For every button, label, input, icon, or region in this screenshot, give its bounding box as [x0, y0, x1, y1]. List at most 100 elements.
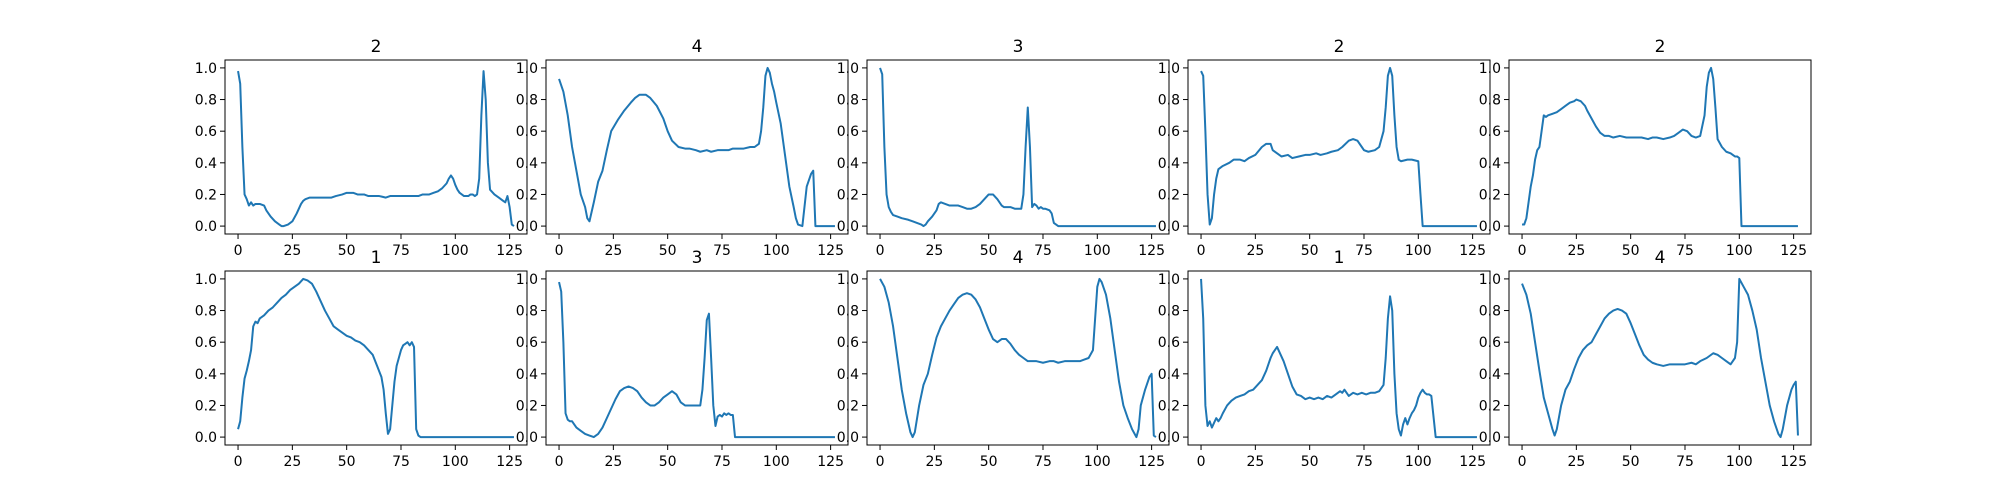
- subplot-title: 3: [1013, 37, 1024, 57]
- y-tick-label: 0.2: [195, 187, 217, 203]
- x-tick-label: 25: [283, 454, 301, 470]
- y-tick-label: 1.0: [837, 61, 859, 77]
- y-tick-label: 0.6: [516, 335, 538, 351]
- x-tick-label: 50: [1301, 454, 1319, 470]
- x-tick-label: 0: [1518, 454, 1527, 470]
- x-tick-label: 25: [604, 243, 622, 259]
- subplot-8: 0 25 50 75 100 125 0.0 0.2 0.4 0.6 0.8 1.0 4: [837, 248, 1170, 470]
- y-tick-label: 1.0: [1479, 272, 1501, 288]
- x-tick-label: 25: [1246, 243, 1264, 259]
- x-tick-label: 50: [338, 243, 356, 259]
- y-tick-label: 0.0: [516, 430, 538, 446]
- x-tick-label: 100: [1084, 243, 1111, 259]
- y-tick-label: 1.0: [516, 61, 538, 77]
- y-tick-label: 0.8: [195, 93, 217, 109]
- series-line: [558, 281, 835, 439]
- subplot-5: 0 25 50 75 100 125 0.0 0.2 0.4 0.6 0.8 1.0 2: [1479, 37, 1812, 259]
- y-tick-label: 0.8: [516, 93, 538, 109]
- subplot-6: 0 25 50 75 100 125 0.0 0.2 0.4 0.6 0.8 1.0 1: [195, 248, 528, 470]
- y-tick-label: 0.6: [1479, 124, 1501, 140]
- x-tick-label: 125: [1780, 454, 1807, 470]
- y-tick-label: 0.6: [195, 335, 217, 351]
- plot-frame: [866, 59, 1170, 235]
- plot-frame: [545, 270, 849, 446]
- subplot-title: 1: [1334, 248, 1345, 268]
- y-tick-label: 0.0: [1158, 219, 1180, 235]
- series-line: [558, 66, 835, 228]
- subplot-title: 4: [1655, 248, 1666, 268]
- y-tick-label: 0.0: [1479, 430, 1501, 446]
- plot-frame: [224, 270, 528, 446]
- x-tick-label: 100: [1405, 454, 1432, 470]
- x-tick-label: 25: [925, 243, 943, 259]
- y-tick-label: 0.2: [516, 398, 538, 414]
- x-tick-label: 125: [817, 454, 844, 470]
- x-tick-label: 0: [876, 454, 885, 470]
- y-tick-label: 0.2: [1158, 398, 1180, 414]
- x-tick-label: 0: [234, 243, 243, 259]
- x-tick-label: 0: [555, 454, 564, 470]
- x-tick-label: 125: [496, 243, 523, 259]
- y-tick-label: 0.4: [195, 156, 217, 172]
- y-tick-label: 0.6: [837, 124, 859, 140]
- y-tick-label: 0.0: [837, 219, 859, 235]
- y-tick-label: 0.6: [837, 335, 859, 351]
- x-tick-label: 75: [1355, 243, 1373, 259]
- subplot-10: 0 25 50 75 100 125 0.0 0.2 0.4 0.6 0.8 1.0 4: [1479, 248, 1812, 470]
- y-tick-label: 0.4: [837, 367, 859, 383]
- plot-frame: [1187, 270, 1491, 446]
- y-tick-label: 0.6: [1479, 335, 1501, 351]
- subplot-9: 0 25 50 75 100 125 0.0 0.2 0.4 0.6 0.8 1.0 1: [1158, 248, 1491, 470]
- y-tick-label: 0.0: [516, 219, 538, 235]
- y-tick-label: 0.0: [195, 219, 217, 235]
- y-tick-label: 1.0: [516, 272, 538, 288]
- y-tick-label: 0.0: [195, 430, 217, 446]
- y-tick-label: 0.6: [1158, 124, 1180, 140]
- y-tick-label: 0.8: [516, 304, 538, 320]
- subplot-title: 2: [371, 37, 382, 57]
- x-tick-label: 75: [392, 454, 410, 470]
- x-tick-label: 0: [1518, 243, 1527, 259]
- x-tick-label: 25: [283, 243, 301, 259]
- x-tick-label: 25: [925, 454, 943, 470]
- series-line: [1521, 277, 1799, 439]
- plot-frame: [1508, 270, 1812, 446]
- series-line: [879, 67, 1156, 228]
- x-tick-label: 75: [1676, 454, 1694, 470]
- y-tick-label: 0.4: [1479, 156, 1501, 172]
- y-tick-label: 0.8: [837, 304, 859, 320]
- x-tick-label: 0: [555, 243, 564, 259]
- y-tick-label: 0.8: [1158, 304, 1180, 320]
- y-tick-label: 0.8: [195, 304, 217, 320]
- x-tick-label: 75: [1034, 243, 1052, 259]
- x-tick-label: 0: [1197, 243, 1206, 259]
- subplot-4: 0 25 50 75 100 125 0.0 0.2 0.4 0.6 0.8 1.0 2: [1158, 37, 1491, 259]
- y-tick-label: 0.6: [195, 124, 217, 140]
- x-tick-label: 0: [234, 454, 243, 470]
- x-tick-label: 50: [1622, 454, 1640, 470]
- y-tick-label: 0.0: [837, 430, 859, 446]
- x-tick-label: 25: [1567, 243, 1585, 259]
- y-tick-label: 0.8: [837, 93, 859, 109]
- y-tick-label: 1.0: [1479, 61, 1501, 77]
- x-tick-label: 125: [496, 454, 523, 470]
- y-tick-label: 0.2: [1479, 398, 1501, 414]
- subplot-1: 0 25 50 75 100 125 0.0 0.2 0.4 0.6 0.8 1.0 2: [195, 37, 528, 259]
- y-tick-label: 0.0: [1479, 219, 1501, 235]
- x-tick-label: 125: [1459, 454, 1486, 470]
- y-tick-label: 1.0: [1158, 272, 1180, 288]
- series-line: [879, 277, 1157, 439]
- x-tick-label: 100: [763, 243, 790, 259]
- x-tick-label: 75: [392, 243, 410, 259]
- y-tick-label: 0.8: [1479, 304, 1501, 320]
- y-tick-label: 0.2: [1158, 187, 1180, 203]
- x-tick-label: 100: [1405, 243, 1432, 259]
- y-tick-label: 0.0: [1158, 430, 1180, 446]
- x-tick-label: 100: [1726, 454, 1753, 470]
- y-tick-label: 0.2: [195, 398, 217, 414]
- x-tick-label: 50: [338, 454, 356, 470]
- x-tick-label: 25: [1246, 454, 1264, 470]
- series-line: [1200, 278, 1477, 439]
- x-tick-label: 50: [1301, 243, 1319, 259]
